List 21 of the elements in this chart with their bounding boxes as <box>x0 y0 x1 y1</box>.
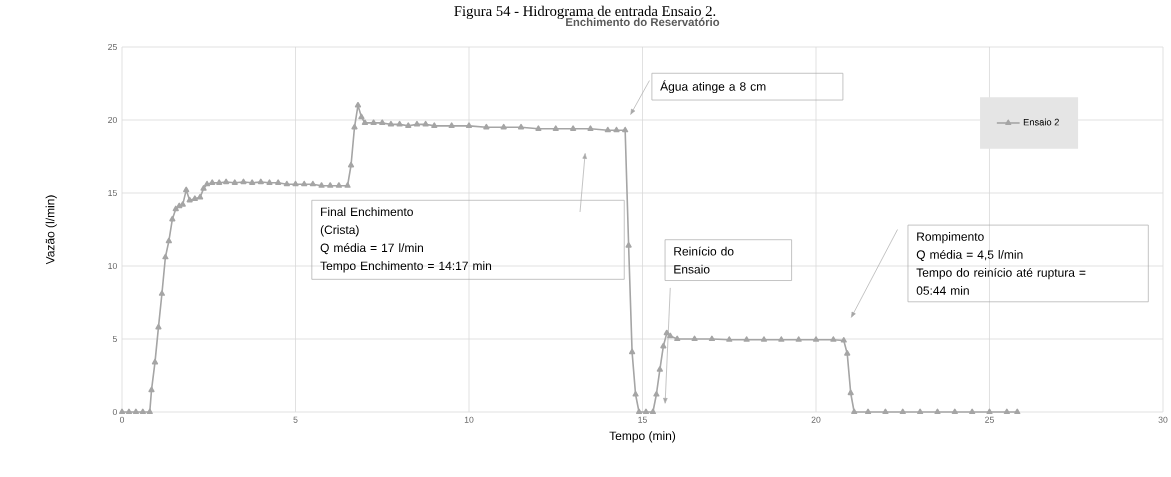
y-tick-label: 20 <box>108 116 117 124</box>
y-tick-label: 15 <box>108 189 117 197</box>
y-axis-title: Vazão (l/min) <box>45 195 57 265</box>
chart-title: Enchimento do Reservatório <box>566 17 720 27</box>
x-tick-label: 30 <box>1158 416 1168 423</box>
legend-label: Ensaio 2 <box>1023 118 1059 126</box>
annotation: Rompimento Q média = 4,5 l/min Tempo do reinício até ruptura = 05:44 min <box>916 232 1086 295</box>
x-tick-label: 5 <box>293 416 298 423</box>
y-tick-label: 10 <box>108 262 117 270</box>
x-tick-label: 10 <box>464 416 474 423</box>
x-tick-label: 0 <box>119 416 125 423</box>
annotation: Final Enchimento (Crista) Q média = 17 l/min Tempo Enchimento = 14:17 min <box>320 207 492 273</box>
annotation: Água atinge a 8 cm <box>660 80 766 94</box>
x-axis-title: Tempo (min) <box>609 431 676 443</box>
x-tick-label: 25 <box>985 416 994 423</box>
x-tick-label: 15 <box>638 416 647 423</box>
y-tick-label: 0 <box>112 408 117 416</box>
x-tick-label: 20 <box>811 416 821 423</box>
annotation: Reinício do Ensaio <box>674 246 734 274</box>
y-tick-label: 5 <box>112 335 117 343</box>
y-tick-label: 25 <box>108 43 117 51</box>
